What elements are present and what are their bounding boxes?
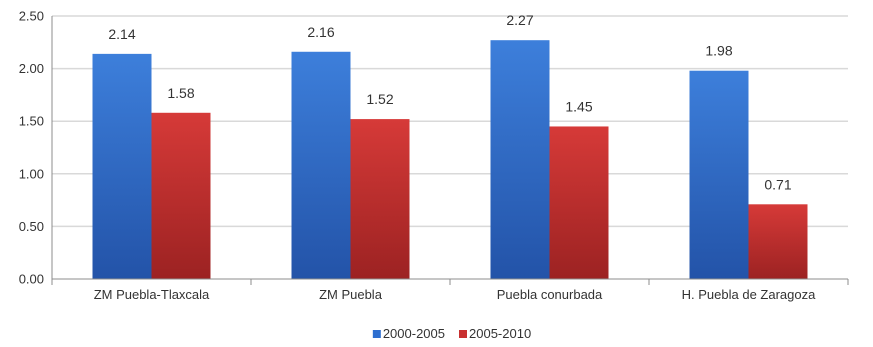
bar-2000-2005 bbox=[92, 53, 152, 279]
data-label: 1.52 bbox=[366, 91, 393, 107]
x-category-label: H. Puebla de Zaragoza bbox=[682, 287, 816, 302]
data-label: 1.45 bbox=[565, 98, 592, 114]
bar-2005-2010 bbox=[151, 112, 211, 279]
x-category-label: ZM Puebla bbox=[319, 287, 383, 302]
y-tick-label: 0.50 bbox=[19, 219, 44, 234]
legend: 2000-2005 2005-2010 bbox=[372, 326, 531, 341]
data-label: 1.98 bbox=[705, 43, 732, 59]
y-tick-label: 2.00 bbox=[19, 61, 44, 76]
data-label: 2.27 bbox=[506, 12, 533, 28]
y-tick-label: 0.00 bbox=[19, 272, 44, 287]
bar-2005-2010 bbox=[350, 119, 410, 279]
data-labels: 2.14 1.58 2.16 1.52 2.27 1.45 1.98 0.71 bbox=[108, 12, 791, 192]
axes: 0.00 0.50 1.00 1.50 2.00 2.50 ZM Puebla-Tlaxca… bbox=[19, 9, 849, 302]
y-tick-label: 1.00 bbox=[19, 166, 44, 181]
data-label: 1.58 bbox=[167, 85, 194, 101]
x-category-label: Puebla conurbada bbox=[497, 287, 603, 302]
legend-entry-label: 2005-2010 bbox=[469, 326, 531, 341]
bars bbox=[92, 40, 808, 280]
bar-2000-2005 bbox=[490, 40, 550, 279]
bar-2000-2005 bbox=[291, 51, 351, 279]
legend-entry-label: 2000-2005 bbox=[383, 326, 445, 341]
y-tick-label: 1.50 bbox=[19, 114, 44, 129]
legend-swatch bbox=[459, 330, 467, 338]
y-tick-label: 2.50 bbox=[19, 9, 44, 24]
bar-2000-2005 bbox=[689, 70, 749, 279]
data-label: 2.14 bbox=[108, 26, 135, 42]
data-label: 0.71 bbox=[764, 176, 791, 192]
data-label: 2.16 bbox=[307, 24, 334, 40]
legend-swatch bbox=[372, 330, 381, 338]
x-category-label: ZM Puebla-Tlaxcala bbox=[94, 287, 210, 302]
bar-2005-2010 bbox=[748, 204, 808, 279]
bar-2005-2010 bbox=[549, 126, 609, 280]
